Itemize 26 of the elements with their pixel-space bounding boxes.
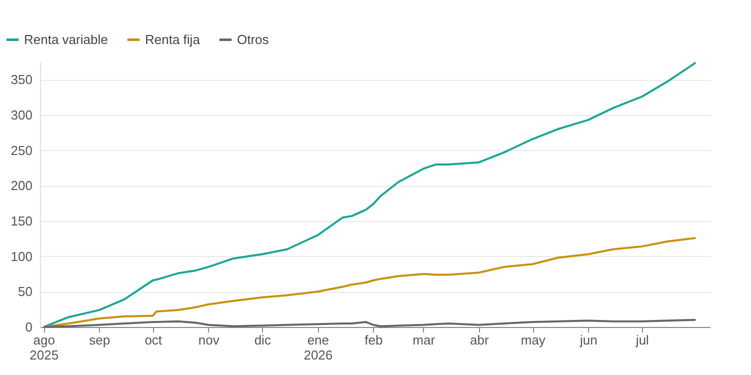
y-tick-label: 250 xyxy=(10,142,32,158)
x-tick-label: sep xyxy=(89,332,110,348)
legend-label: Otros xyxy=(237,32,270,47)
y-tick-label: 350 xyxy=(10,72,32,88)
y-tick-label: 300 xyxy=(10,108,32,122)
x-tick-label: ene 2026 xyxy=(304,332,333,362)
x-tick-label: oct xyxy=(144,332,162,348)
y-tick-label: 100 xyxy=(10,248,32,264)
y-tick-label: 150 xyxy=(10,214,32,228)
y-tick-label: 200 xyxy=(10,178,32,194)
legend-label: Renta fija xyxy=(145,32,201,47)
x-tick-label: dic xyxy=(254,332,272,348)
y-tick-label: 50 xyxy=(18,284,32,300)
x-tick-label: abr xyxy=(470,332,490,348)
x-tick-label: feb xyxy=(364,332,383,348)
x-tick-label: ago 2025 xyxy=(30,332,59,362)
x-tick-label: jun xyxy=(579,332,598,348)
x-tick-label: nov xyxy=(198,332,220,348)
line-series xyxy=(42,318,697,328)
x-tick-label: may xyxy=(520,332,546,348)
x-tick-label: jul xyxy=(634,332,650,348)
legend-label: Renta variable xyxy=(24,32,108,47)
y-tick-label: 0 xyxy=(25,320,32,334)
line-series xyxy=(42,236,697,328)
line-series xyxy=(42,62,697,328)
x-tick-label: mar xyxy=(412,332,436,348)
